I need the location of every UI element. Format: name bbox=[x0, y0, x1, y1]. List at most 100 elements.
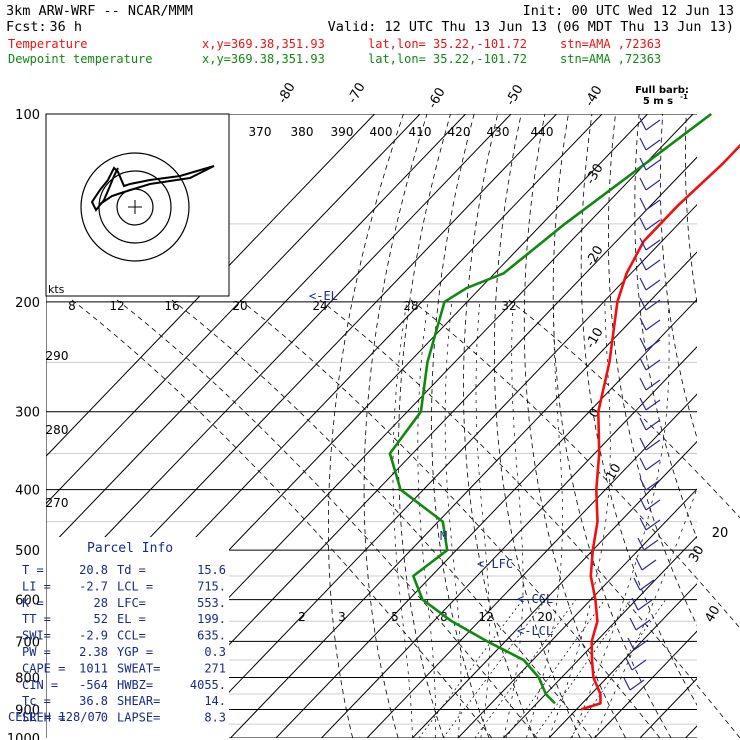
dry-adiabat bbox=[659, 114, 697, 440]
theta-label: 410 bbox=[409, 125, 432, 139]
parcel-row-value: 52 bbox=[94, 612, 108, 626]
isotherm-line bbox=[457, 488, 697, 738]
dry-adiabat bbox=[363, 114, 428, 738]
temperature-latlon: lat,lon= 35.22,-101.72 bbox=[368, 37, 527, 51]
pressure-tick-label: 300 bbox=[15, 406, 40, 421]
parcel-row-label: YGP = bbox=[117, 645, 153, 659]
wind-barb bbox=[645, 499, 661, 511]
isotherm-line bbox=[366, 393, 697, 738]
barb-legend-unit: 5 m s bbox=[643, 96, 673, 107]
level-marker: <-LCL bbox=[517, 624, 553, 638]
theta-label: 400 bbox=[370, 125, 393, 139]
hodograph-speed-arc bbox=[171, 299, 593, 739]
wind-barb bbox=[645, 239, 661, 251]
parcel-info-cell: CELL = 128/07 bbox=[8, 710, 102, 724]
hodograph-background bbox=[46, 114, 229, 296]
sounding-profiles bbox=[388, 112, 740, 711]
parcel-row-label: HWBZ= bbox=[117, 678, 153, 692]
dry-adiabat bbox=[431, 114, 490, 738]
pressure-tick-label: 700 bbox=[15, 635, 40, 650]
hodograph-speed-arc bbox=[239, 299, 661, 739]
pressure-tick-label: 500 bbox=[15, 544, 40, 559]
parcel-info-rows: T = 20.8 Td = 15.6 LI = -2.7 LCL = 715. K = 28 LFC… bbox=[22, 563, 226, 725]
dewpoint-legend: Dewpoint temperature bbox=[8, 52, 153, 66]
parcel-row-value: 715. bbox=[197, 579, 226, 593]
isotherm-line bbox=[594, 630, 697, 738]
pressure-tick-label: 800 bbox=[15, 672, 40, 687]
wind-barb-flag bbox=[639, 317, 647, 331]
wind-barb bbox=[637, 599, 653, 611]
isotherm-line bbox=[639, 677, 697, 738]
parcel-row-label: T = bbox=[22, 563, 44, 577]
parcel-row-value: 15.6 bbox=[197, 563, 226, 577]
parcel-row-label: SWI= bbox=[22, 629, 51, 643]
hodograph-speed-label: 32 bbox=[501, 299, 516, 313]
parcel-row-label: SREH = bbox=[22, 711, 65, 725]
isotherm-line bbox=[321, 346, 697, 738]
wind-barb bbox=[631, 659, 647, 671]
parcel-row-label: TT = bbox=[22, 612, 51, 626]
wind-barb-flag bbox=[639, 517, 647, 531]
wind-barb-flag bbox=[633, 577, 641, 591]
isotherm-line bbox=[503, 535, 697, 738]
dry-adiabat bbox=[710, 114, 740, 738]
wind-barb bbox=[645, 439, 661, 451]
wind-barb-flag bbox=[639, 457, 647, 471]
parcel-row-value: 199. bbox=[197, 612, 226, 626]
wind-barb bbox=[645, 519, 661, 531]
model-title: 3km ARW-WRF -- NCAR/MMM bbox=[6, 3, 193, 19]
wind-barb-flag bbox=[625, 657, 633, 671]
wind-barb-flag bbox=[639, 157, 647, 171]
background-grid bbox=[46, 114, 740, 738]
wind-barb bbox=[645, 259, 661, 271]
pressure-tick-label: 900 bbox=[15, 703, 40, 718]
wind-barb-flag bbox=[627, 637, 635, 651]
wind-barb bbox=[633, 639, 649, 651]
wind-barb bbox=[645, 139, 661, 151]
wind-barb-flag bbox=[639, 437, 647, 451]
parcel-row-value: 28 bbox=[94, 596, 108, 610]
level-marker: <-EL bbox=[309, 289, 338, 303]
parcel-row-label: Td = bbox=[117, 563, 146, 577]
wind-barb-flag bbox=[639, 397, 647, 411]
theta-label: 420 bbox=[448, 125, 471, 139]
dewpoint-station: stn=AMA ,72363 bbox=[560, 52, 661, 66]
parcel-row-label: LCL = bbox=[117, 579, 153, 593]
forecast-label: Fcst: bbox=[6, 19, 47, 35]
wind-barb-flag bbox=[631, 597, 639, 611]
isotherm-label: -60 bbox=[425, 85, 449, 111]
pressure-tick-label: 400 bbox=[15, 484, 40, 499]
pressure-tick-label: 1000 bbox=[7, 732, 40, 740]
wind-barb-flag bbox=[639, 377, 647, 391]
level-markers: <-EL <-LFC <-CCL <-LCL M bbox=[309, 289, 553, 638]
wind-barb bbox=[645, 419, 661, 431]
hodograph-speed-arc bbox=[319, 299, 740, 739]
wind-barb bbox=[641, 559, 657, 571]
parcel-row-value: 14. bbox=[204, 694, 226, 708]
moist-adiabat bbox=[571, 301, 670, 738]
temperature-legend: Temperature bbox=[8, 37, 87, 51]
level-marker: <-LFC bbox=[477, 557, 513, 571]
mixing-ratio-label: 12 bbox=[478, 610, 493, 624]
parcel-row-label: SWEAT= bbox=[117, 661, 160, 675]
temperature-xy: x,y=369.38,351.93 bbox=[202, 37, 325, 51]
barb-legend-title: Full barb: bbox=[635, 85, 689, 96]
dry-adiabat bbox=[733, 114, 740, 738]
level-marker: <-CCL bbox=[517, 592, 553, 606]
temperature-station: stn=AMA ,72363 bbox=[560, 37, 661, 51]
parcel-row-value: 4055. bbox=[190, 678, 226, 692]
parcel-row-label: LI = bbox=[22, 579, 51, 593]
mixing-ratio-line bbox=[474, 599, 577, 738]
wind-barb bbox=[645, 479, 661, 491]
wind-barb bbox=[645, 179, 661, 191]
parcel-row-label: SHEAR= bbox=[117, 694, 160, 708]
mixing-ratio-line bbox=[505, 599, 606, 738]
theta-label: 390 bbox=[331, 125, 354, 139]
isotherm-label: -80 bbox=[275, 80, 299, 106]
parcel-row-label: LAPSE= bbox=[117, 711, 160, 725]
isotherm-line bbox=[139, 156, 697, 738]
theta-label: 380 bbox=[291, 125, 314, 139]
wind-barb-flag bbox=[639, 477, 647, 491]
moist-adiabat bbox=[444, 301, 462, 738]
